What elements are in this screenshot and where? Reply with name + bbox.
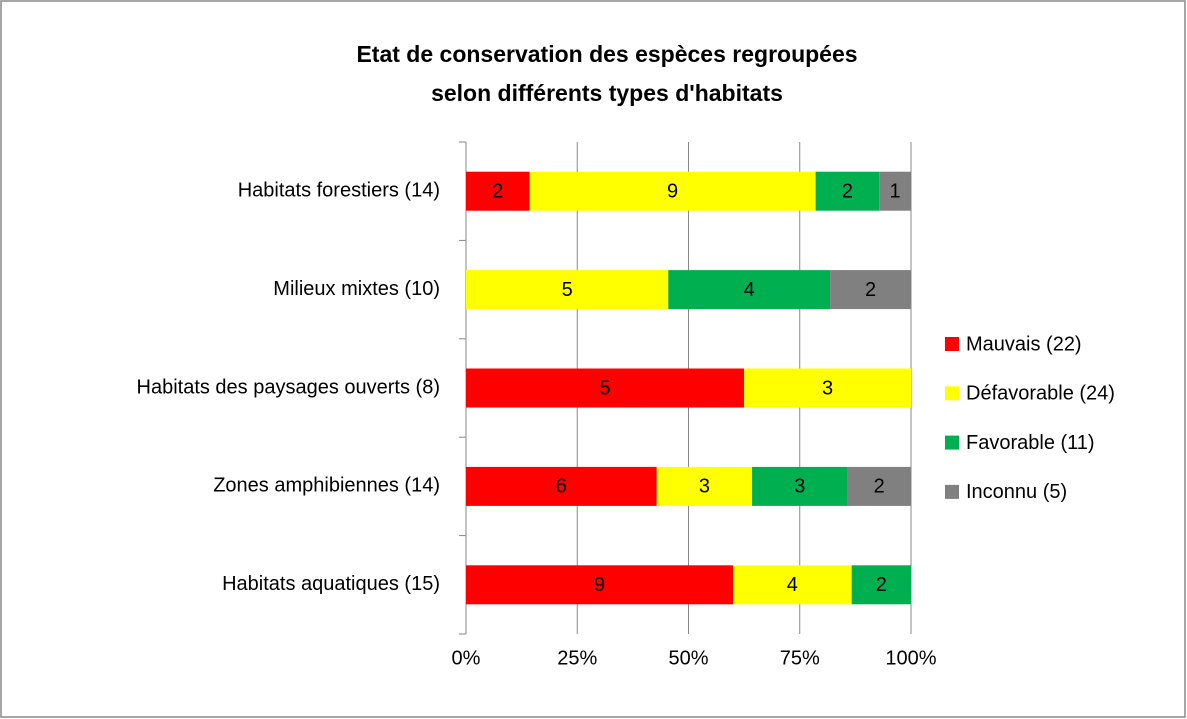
legend-label: Favorable (11) (966, 432, 1095, 454)
x-tick-label: 25% (557, 647, 597, 669)
bar-segment (733, 565, 852, 605)
data-label: 2 (492, 180, 503, 202)
legend-swatch (945, 386, 959, 401)
y-tick-label: Milieux mixtes (10) (273, 278, 440, 300)
data-label: 3 (794, 476, 805, 498)
y-tick-label: Zones amphibiennes (14) (213, 475, 440, 497)
bar-segment (847, 466, 911, 506)
data-label: 2 (874, 476, 885, 498)
data-label: 3 (699, 476, 710, 498)
bar-segment (466, 565, 733, 605)
data-label: 2 (842, 180, 853, 202)
legend-label: Défavorable (24) (966, 383, 1115, 405)
data-label: 4 (744, 279, 755, 301)
bar-segment (851, 565, 911, 605)
chart-title: selon différents types d'habitats (431, 80, 783, 106)
legend-label: Inconnu (5) (966, 481, 1067, 503)
y-tick-label: Habitats aquatiques (15) (222, 573, 440, 595)
data-label: 2 (876, 574, 887, 596)
bar-segment (668, 270, 831, 310)
bar-segment (466, 270, 669, 310)
data-label: 4 (787, 574, 798, 596)
x-tick-label: 0% (452, 647, 481, 669)
bar-segment (879, 171, 911, 211)
bar-segment (529, 171, 816, 211)
y-tick-label: Habitats forestiers (14) (238, 179, 440, 201)
x-tick-label: 75% (780, 647, 820, 669)
legend-label: Mauvais (22) (966, 333, 1082, 355)
bar-segment (466, 368, 745, 408)
data-label: 2 (865, 279, 876, 301)
data-label: 1 (890, 180, 901, 202)
legend-swatch (945, 337, 959, 351)
data-label: 5 (562, 279, 573, 301)
data-label: 9 (594, 574, 605, 596)
bar-segment (830, 270, 911, 310)
bar-segment (752, 466, 848, 506)
bar-segment (744, 368, 911, 408)
x-tick-label: 50% (668, 647, 708, 669)
data-label: 9 (667, 180, 678, 202)
bar-segment (466, 171, 530, 211)
legend-swatch (945, 435, 959, 450)
chart-title: Etat de conservation des espèces regroup… (356, 41, 857, 67)
data-label: 5 (600, 377, 611, 399)
data-label: 3 (822, 377, 833, 399)
data-label: 6 (556, 476, 567, 498)
bar-segment (656, 466, 753, 506)
x-tick-label: 100% (885, 647, 936, 669)
y-tick-label: Habitats des paysages ouverts (8) (137, 376, 441, 398)
bar-segment (815, 171, 880, 211)
legend-swatch (945, 484, 959, 499)
bar-segment (466, 466, 657, 506)
